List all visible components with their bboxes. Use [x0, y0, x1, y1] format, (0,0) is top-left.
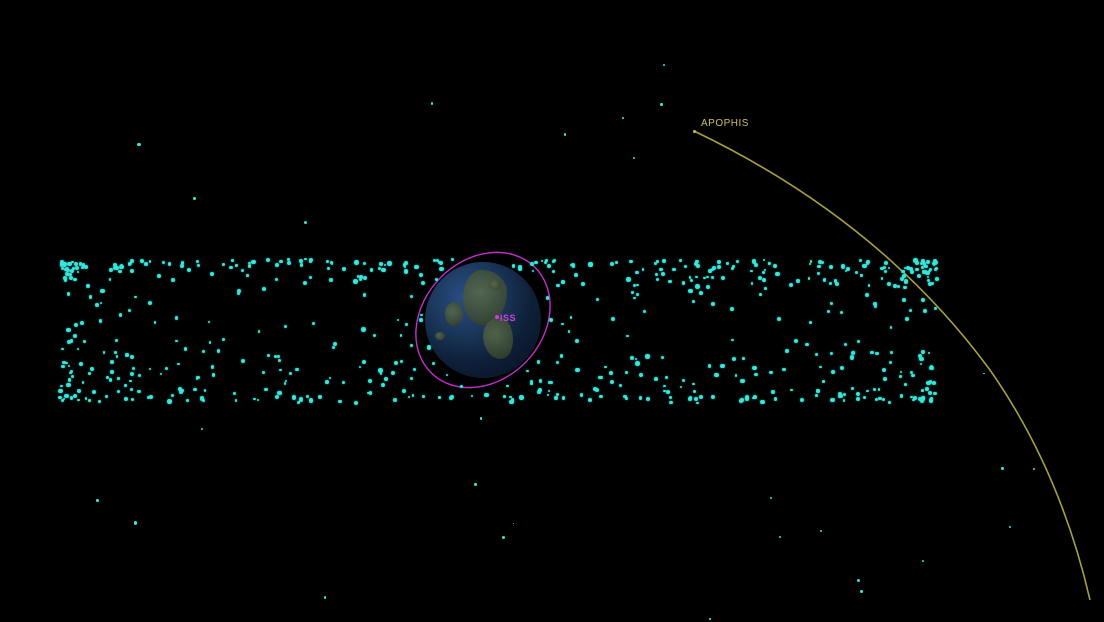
apophis-label: APOPHIS — [701, 118, 749, 129]
orbital-diagram: ISS APOPHIS — [0, 0, 1104, 622]
iss-label: ISS — [500, 313, 516, 323]
iss-marker — [495, 315, 499, 319]
apophis-marker — [693, 130, 696, 133]
trajectory-layer — [0, 0, 1104, 622]
earth — [425, 262, 541, 378]
